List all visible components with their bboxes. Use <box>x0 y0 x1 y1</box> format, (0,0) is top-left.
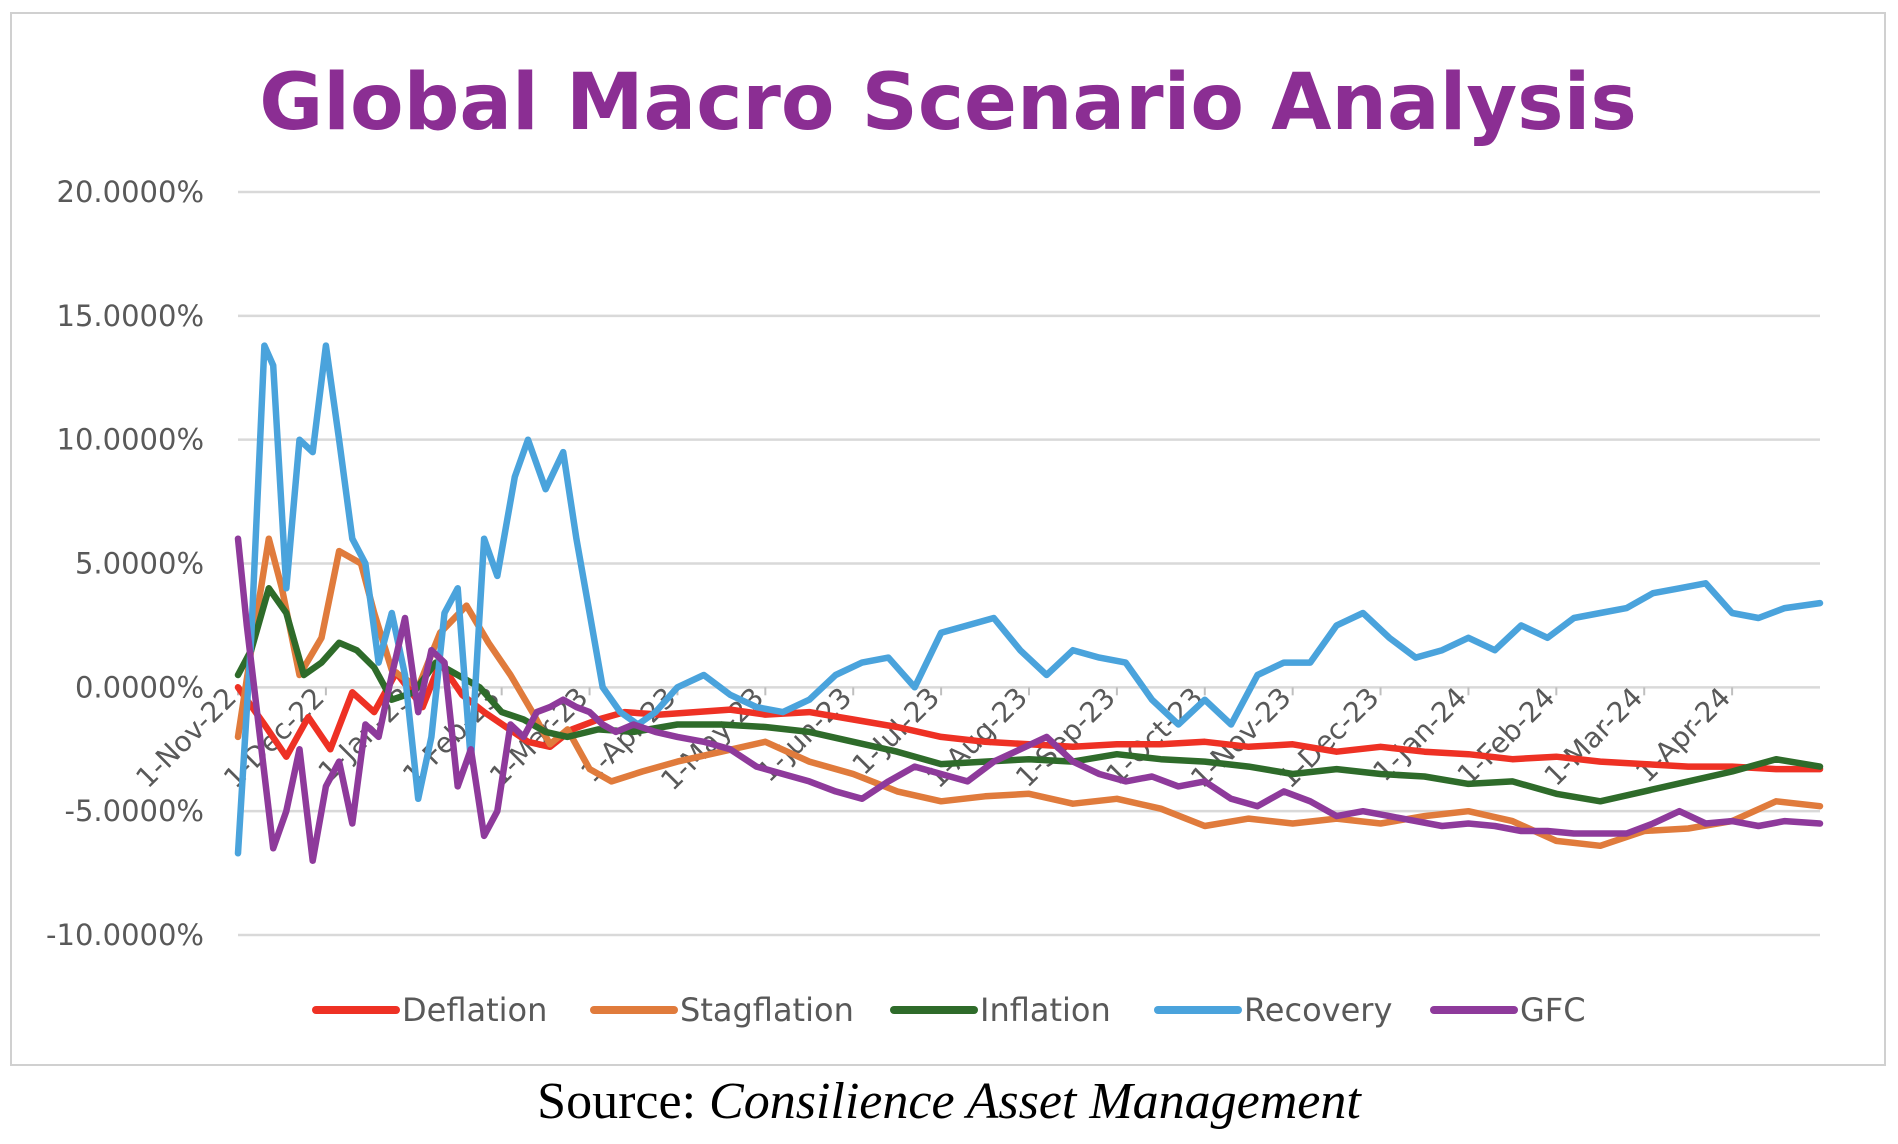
y-tick-label: 20.0000% <box>57 175 204 209</box>
source-caption: Source: Consilience Asset Management <box>0 1072 1898 1131</box>
series-line-gfc <box>234 535 1824 864</box>
source-name: Consilience Asset Management <box>709 1073 1361 1130</box>
y-tick-label: -10.0000% <box>46 918 204 952</box>
legend-label-gfc: GFC <box>1520 991 1586 1029</box>
y-tick-label: 15.0000% <box>57 299 204 333</box>
y-axis-ticks: 20.0000% 15.0000% 10.0000% 5.0000% 0.0000% -5… <box>46 175 204 952</box>
y-tick-label: -5.0000% <box>65 794 205 828</box>
legend-label-recovery: Recovery <box>1244 991 1392 1029</box>
legend-label-deflation: Deflation <box>402 991 547 1029</box>
y-tick-label: 5.0000% <box>75 547 204 581</box>
legend: Deflation Stagflation Inflation Recovery GFC <box>312 991 1586 1029</box>
chart-frame: Global Macro Scenario Analysis 20.0000% 1… <box>10 12 1886 1066</box>
chart-title: Global Macro Scenario Analysis <box>259 58 1637 148</box>
source-prefix: Source: <box>537 1073 697 1130</box>
grid-layer <box>238 190 1820 937</box>
legend-label-stagflation: Stagflation <box>680 991 854 1029</box>
series-layer <box>234 342 1824 864</box>
series-line-recovery <box>234 342 1824 857</box>
y-tick-label: 0.0000% <box>75 670 204 704</box>
y-tick-label: 10.0000% <box>57 423 204 457</box>
series-line-inflation <box>234 585 1824 805</box>
chart-canvas: Global Macro Scenario Analysis 20.0000% 1… <box>46 58 1824 1029</box>
legend-label-inflation: Inflation <box>980 991 1111 1029</box>
